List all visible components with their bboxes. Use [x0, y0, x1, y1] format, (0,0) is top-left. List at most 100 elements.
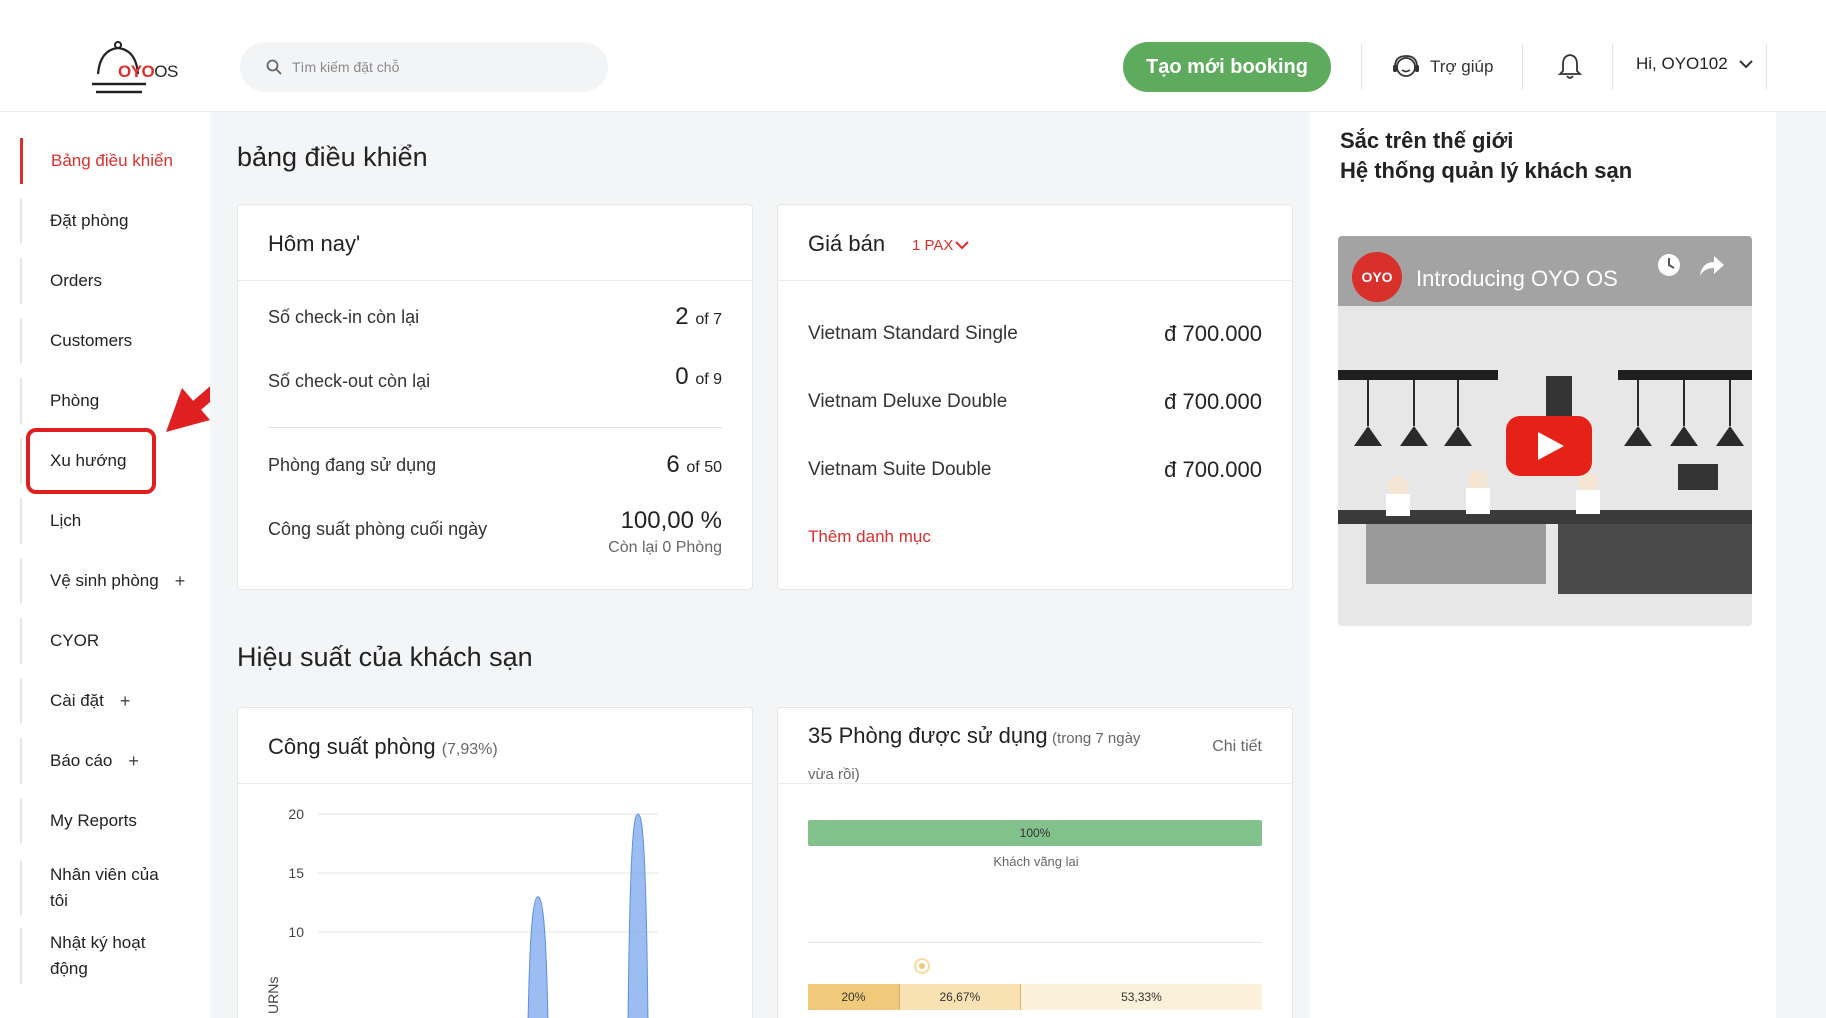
annotation-highlight-box — [26, 428, 156, 494]
intro-video[interactable]: OYO Introducing OYO OS — [1338, 236, 1752, 626]
source-segment: 53,33% — [1019, 984, 1262, 1010]
sidebar-item-label: Bảng điều khiển — [51, 151, 173, 170]
notification-button[interactable] — [1557, 52, 1583, 85]
sidebar-item-calendar[interactable]: Lịch — [20, 498, 210, 544]
sidebar-item-label: My Reports — [50, 811, 137, 830]
sidebar-item-my-staff[interactable]: Nhân viên của tôi — [20, 860, 180, 916]
kitchen-illustration-icon — [1338, 236, 1752, 626]
rooms-used-card: 35 Phòng được sử dụng (trong 7 ngày vừa … — [777, 707, 1293, 1018]
capacity-area-chart: 20 15 10 URNs — [265, 806, 658, 1018]
hotel-performance-title: Hiệu suất của khách sạn — [237, 642, 533, 672]
price-card: Giá bán 1 PAX Vietnam Standard Single đ … — [777, 204, 1293, 590]
y-tick-label: 20 — [288, 806, 304, 822]
search-icon — [266, 59, 282, 75]
sidebar-item-activity-log[interactable]: Nhật ký hoạt động — [20, 928, 170, 984]
chevron-down-icon — [955, 241, 970, 250]
sidebar-item-bookings[interactable]: Đặt phòng — [20, 198, 210, 244]
sidebar-item-trends[interactable]: Xu hướng — [20, 438, 210, 484]
rooms-remaining: Còn lại 0 Phòng — [608, 539, 722, 556]
sidebar-item-label: Nhật ký hoạt động — [50, 933, 146, 978]
expand-plus-icon[interactable]: + — [174, 570, 186, 591]
add-category-link[interactable]: Thêm danh mục — [808, 527, 931, 546]
chevron-down-icon — [1738, 60, 1753, 69]
walk-in-label: Khách vãng lai — [993, 854, 1079, 869]
page-edge — [1776, 112, 1826, 1018]
sidebar-item-label: Xu hướng — [50, 451, 127, 470]
oyo-os-logo[interactable]: OYOOS — [90, 40, 190, 96]
checkin-value: 2 of 7 — [675, 303, 722, 330]
sidebar-item-cyor[interactable]: CYOR — [20, 618, 210, 664]
capacity-chart-card: Công suất phòng (7,93%) 20 15 10 URNs — [237, 707, 753, 1018]
expand-plus-icon[interactable]: + — [128, 750, 139, 771]
sidebar-item-label: CYOR — [50, 631, 100, 650]
sidebar-item-dashboard[interactable]: Bảng điều khiển — [20, 138, 210, 184]
cloche-icon — [92, 41, 146, 94]
sidebar-item-label: Cài đặt — [50, 691, 104, 710]
walk-in-bar: 100% — [808, 820, 1262, 846]
sidebar-item-label: Đặt phòng — [50, 211, 129, 230]
bell-icon — [1557, 54, 1583, 79]
sidebar-item-my-reports[interactable]: My Reports — [20, 798, 210, 844]
pax-dropdown[interactable]: 1 PAX — [912, 237, 970, 254]
sidebar-item-label: Nhân viên của tôi — [50, 865, 159, 910]
sidebar-item-label: Báo cáo — [50, 751, 113, 770]
sidebar: Bảng điều khiển Đặt phòng Orders Custome… — [0, 112, 256, 1018]
capacity-chart-title: Công suất phòng (7,93%) — [268, 734, 498, 759]
pax-value: 1 PAX — [912, 237, 954, 254]
room-type-price: đ 700.000 — [1164, 457, 1262, 482]
sidebar-item-label: Orders — [50, 271, 102, 290]
room-type-price: đ 700.000 — [1164, 321, 1262, 346]
main-content: bảng điều khiển Hôm nay' Số check-in còn… — [210, 112, 1310, 1018]
video-title: Introducing OYO OS — [1416, 266, 1618, 291]
divider — [808, 942, 1262, 943]
rooms-used-title: 35 Phòng được sử dụng (trong 7 ngày vừa … — [808, 723, 1141, 783]
checkin-label: Số check-in còn lại — [268, 307, 420, 327]
header-divider — [1361, 44, 1362, 90]
header-divider — [1522, 44, 1523, 90]
source-segment: 20% — [808, 984, 899, 1010]
room-type-price: đ 700.000 — [1164, 389, 1262, 414]
right-panel-heading-2: Hệ thống quản lý khách sạn — [1340, 158, 1633, 183]
card-header: Giá bán 1 PAX — [778, 205, 1292, 281]
price-title: Giá bán — [808, 231, 886, 256]
share-icon[interactable] — [1698, 254, 1726, 278]
sidebar-item-rooms[interactable]: Phòng — [20, 378, 210, 424]
room-type-name: Vietnam Standard Single — [808, 323, 1018, 344]
dashboard-title: bảng điều khiển — [237, 142, 428, 172]
logo-brand: OYO — [118, 62, 155, 81]
card-header: 35 Phòng được sử dụng (trong 7 ngày vừa … — [778, 708, 1292, 784]
sidebar-item-customers[interactable]: Customers — [20, 318, 210, 364]
sidebar-item-orders[interactable]: Orders — [20, 258, 210, 304]
sidebar-item-reports[interactable]: Báo cáo + — [20, 738, 210, 784]
sidebar-item-label: Lịch — [50, 511, 82, 530]
right-panel-heading-1: Sắc trên thế giới — [1340, 128, 1514, 153]
help-button[interactable]: Trợ giúp — [1392, 52, 1493, 82]
watch-later-icon[interactable] — [1656, 252, 1682, 278]
end-of-day-capacity-label: Công suất phòng cuối ngày — [268, 519, 488, 539]
user-greeting: Hi, OYO102 — [1636, 54, 1728, 73]
search-input[interactable] — [292, 42, 592, 92]
checkout-value: 0 of 9 — [675, 363, 722, 390]
slider-marker-icon — [916, 960, 928, 972]
area-peak — [627, 813, 649, 1018]
header-divider — [1612, 44, 1613, 90]
right-panel: Sắc trên thế giới Hệ thống quản lý khách… — [1310, 112, 1826, 1018]
divider — [268, 427, 722, 428]
sidebar-item-label: Phòng — [50, 391, 100, 410]
expand-plus-icon[interactable]: + — [119, 690, 131, 711]
search-box[interactable] — [240, 42, 608, 92]
user-menu[interactable]: Hi, OYO102 — [1636, 54, 1754, 74]
card-header: Hôm nay' — [238, 205, 752, 281]
room-type-name: Vietnam Deluxe Double — [808, 391, 1008, 412]
sidebar-item-housekeeping[interactable]: Vệ sinh phòng + — [20, 558, 210, 604]
detail-link[interactable]: Chi tiết — [1212, 738, 1262, 755]
end-of-day-capacity-value: 100,00 % — [620, 507, 722, 534]
y-axis-label: URNs — [265, 977, 281, 1014]
sidebar-item-settings[interactable]: Cài đặt + — [20, 678, 210, 724]
help-label: Trợ giúp — [1430, 57, 1494, 76]
new-booking-button[interactable]: Tạo mới booking — [1123, 42, 1331, 92]
support-agent-icon — [1393, 55, 1419, 77]
area-peak — [527, 896, 549, 1018]
y-tick-label: 15 — [288, 865, 304, 881]
source-segment: 26,67% — [898, 984, 1020, 1010]
